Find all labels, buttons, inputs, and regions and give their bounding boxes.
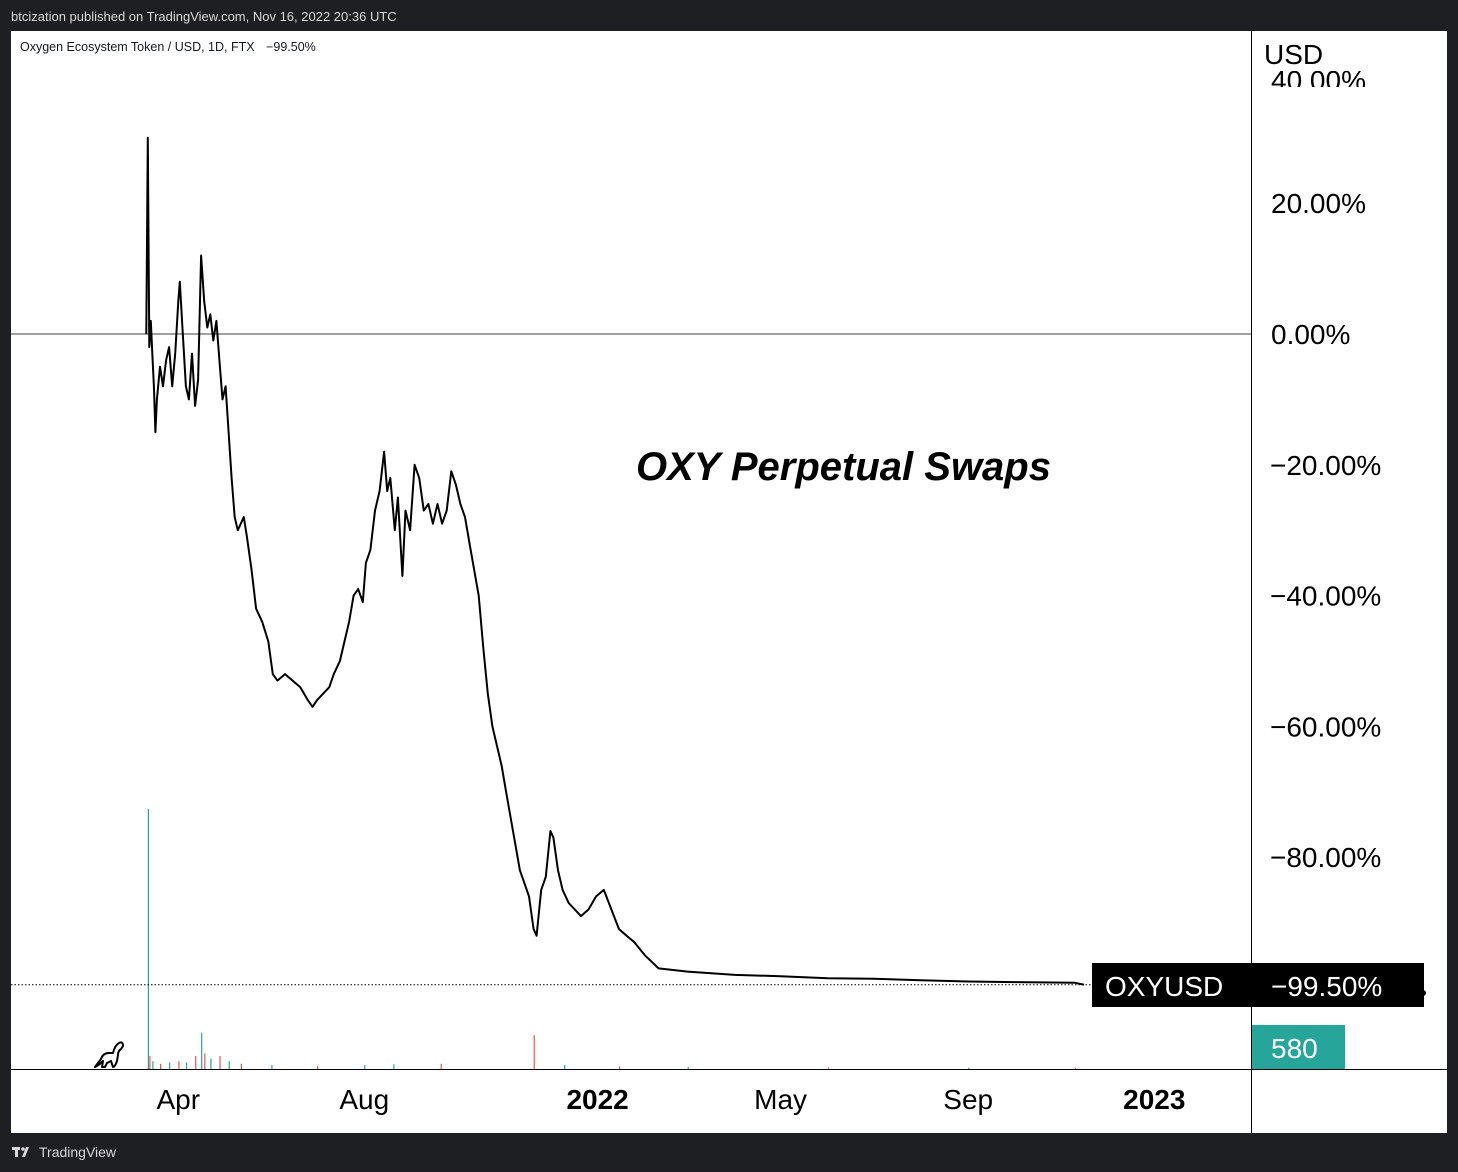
time-tick-label: Aug <box>339 1084 389 1115</box>
dinosaur-icon[interactable] <box>94 1041 124 1068</box>
annotation-text[interactable]: OXY Perpetual Swaps <box>636 445 1051 489</box>
last-value-badge[interactable]: −99.50% <box>1271 971 1382 1002</box>
time-tick-label: 2023 <box>1123 1084 1185 1115</box>
price-tick-label: 20.00% <box>1271 188 1366 219</box>
volume-bar <box>147 809 149 1069</box>
volume-bar <box>317 1065 319 1069</box>
volume-bar <box>619 1066 621 1069</box>
price-tick-label: −20.00% <box>1270 450 1381 481</box>
volume-bar <box>195 1056 197 1069</box>
price-scale-labels[interactable]: 20.00% 0.00% −20.00% −40.00% −60.00% −80.00% <box>1270 188 1381 873</box>
price-series <box>145 136 1085 986</box>
price-tick-label: 0.00% <box>1271 319 1350 350</box>
footer: TradingView <box>12 1144 116 1160</box>
volume-bar <box>219 1056 221 1069</box>
volume-bars <box>147 809 1077 1069</box>
volume-bar <box>204 1053 206 1069</box>
volume-bar <box>201 1032 203 1069</box>
symbol-legend-title: Oxygen Ecosystem Token / USD, 1D, FTX <box>20 40 255 54</box>
tradingview-logo-icon[interactable] <box>12 1146 34 1158</box>
time-tick-label: 2022 <box>566 1084 628 1115</box>
price-scale-currency[interactable]: USD <box>1264 39 1323 70</box>
volume-bar <box>564 1065 566 1069</box>
symbol-badge[interactable]: OXYUSD <box>1105 971 1223 1002</box>
volume-bar <box>687 1066 689 1069</box>
publish-info: btcization published on TradingView.com,… <box>11 9 397 24</box>
volume-bar <box>364 1065 366 1069</box>
volume-bar <box>160 1063 162 1069</box>
volume-bar <box>185 1062 188 1069</box>
time-scale-labels[interactable]: Apr Aug 2022 May Sep 2023 <box>157 1084 1186 1115</box>
last-value-dot <box>1420 990 1426 996</box>
last-value-badge-bg <box>1252 963 1424 1007</box>
symbol-legend[interactable]: Oxygen Ecosystem Token / USD, 1D, FTX −9… <box>20 40 316 54</box>
volume-bar <box>1075 1067 1077 1069</box>
time-tick-label: Apr <box>157 1084 201 1115</box>
symbol-badge-bg <box>1092 963 1254 1007</box>
price-label-top-partial: 40.00% <box>1271 65 1366 96</box>
series-line-0 <box>145 136 1085 986</box>
price-tick-label: −40.00% <box>1270 581 1381 612</box>
volume-bar <box>149 1056 151 1069</box>
volume-bar <box>169 1062 171 1069</box>
volume-bar <box>533 1035 535 1069</box>
volume-bar <box>968 1067 970 1069</box>
price-tick-label: −60.00% <box>1270 711 1381 742</box>
symbol-legend-change: −99.50% <box>266 40 316 54</box>
volume-bar <box>152 1061 154 1069</box>
time-tick-label: Sep <box>943 1084 993 1115</box>
price-tick-label: −80.00% <box>1270 842 1381 873</box>
volume-bar <box>440 1063 442 1069</box>
time-tick-label: May <box>754 1084 807 1115</box>
volume-bar <box>178 1061 180 1069</box>
footer-brand[interactable]: TradingView <box>39 1144 117 1160</box>
volume-bar <box>827 1067 830 1069</box>
volume-badge-bg <box>1252 1025 1345 1069</box>
volume-badge[interactable]: 580 <box>1271 1033 1318 1064</box>
volume-bar <box>240 1063 242 1069</box>
chart-pane[interactable]: 20.00% 0.00% −20.00% −40.00% −60.00% −80.00% … <box>11 31 1447 1133</box>
price-chart[interactable]: 20.00%0.00%−20.00%−40.00%−60.00%−80.00% … <box>11 31 1447 1133</box>
volume-bar <box>393 1064 395 1069</box>
volume-bar <box>210 1058 212 1069</box>
volume-bar <box>228 1061 230 1069</box>
volume-bar <box>271 1065 273 1069</box>
